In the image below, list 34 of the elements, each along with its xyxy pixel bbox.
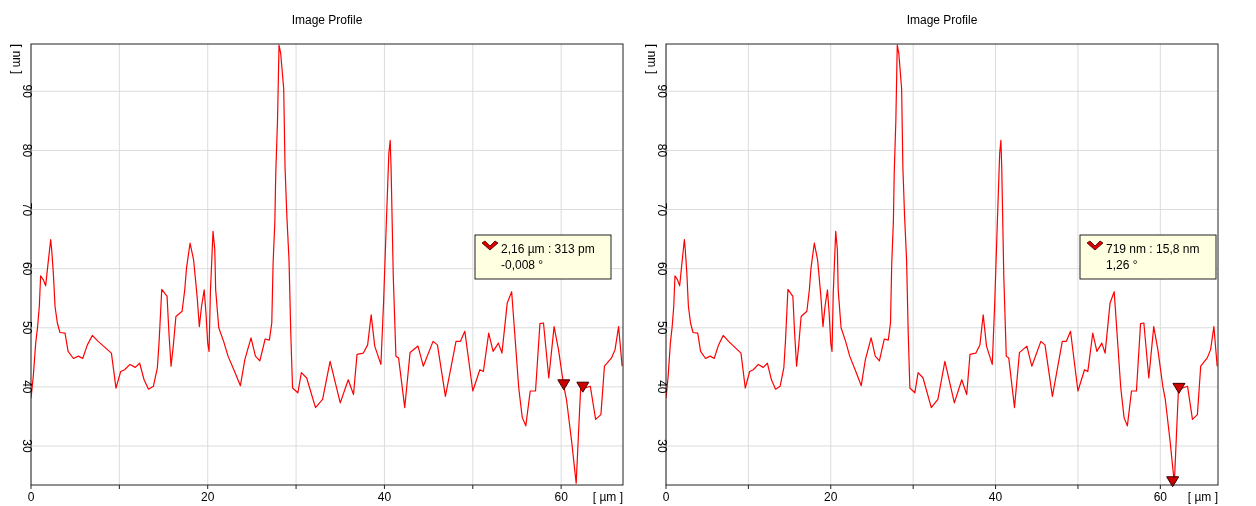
x-tick-label: 40	[377, 490, 392, 504]
annotation: 1,26 °	[1106, 258, 1138, 272]
annotation: -0,008 °	[501, 258, 544, 272]
y-axis-title: [ nm ]	[645, 44, 659, 75]
annotation: 2,16 µm : 313 pm	[501, 242, 595, 256]
y-tick-label: 70	[655, 202, 669, 217]
y-tick-label: 60	[20, 261, 34, 276]
x-tick-label: 20	[201, 490, 215, 504]
y-tick-label: 50	[20, 321, 34, 335]
y-tick-label: 30	[20, 439, 34, 453]
x-tick-label: 20	[824, 490, 838, 504]
y-tick-label: 40	[20, 380, 34, 394]
callout-box: 2,16 µm : 313 pm -0,008 °	[474, 234, 612, 280]
x-tick-label: 40	[988, 490, 1003, 504]
chart-title: Image Profile	[291, 13, 363, 27]
x-tick-label: 60	[554, 490, 569, 504]
y-tick-label: 90	[655, 84, 669, 99]
y-tick-label: 60	[655, 261, 669, 276]
y-tick-label: 40	[655, 380, 669, 394]
y-tick-label: 70	[20, 202, 34, 217]
y-tick-label: 90	[20, 84, 34, 99]
callout-box: 719 nm : 15,8 nm 1,26 °	[1079, 234, 1217, 280]
y-tick-label: 30	[655, 439, 669, 453]
y-axis-title: [ nm ]	[10, 44, 24, 75]
x-tick-label: 60	[1153, 490, 1168, 504]
x-axis-title: [ µm ]	[592, 490, 623, 504]
y-tick-label: 50	[655, 321, 669, 335]
x-tick-label: 0	[27, 490, 35, 504]
x-tick-label: 0	[662, 490, 670, 504]
annotation: 719 nm : 15,8 nm	[1106, 242, 1200, 256]
x-axis-title: [ µm ]	[1187, 490, 1218, 504]
chart-title: Image Profile	[906, 13, 978, 27]
y-tick-label: 80	[20, 143, 34, 158]
y-tick-label: 80	[655, 143, 669, 158]
